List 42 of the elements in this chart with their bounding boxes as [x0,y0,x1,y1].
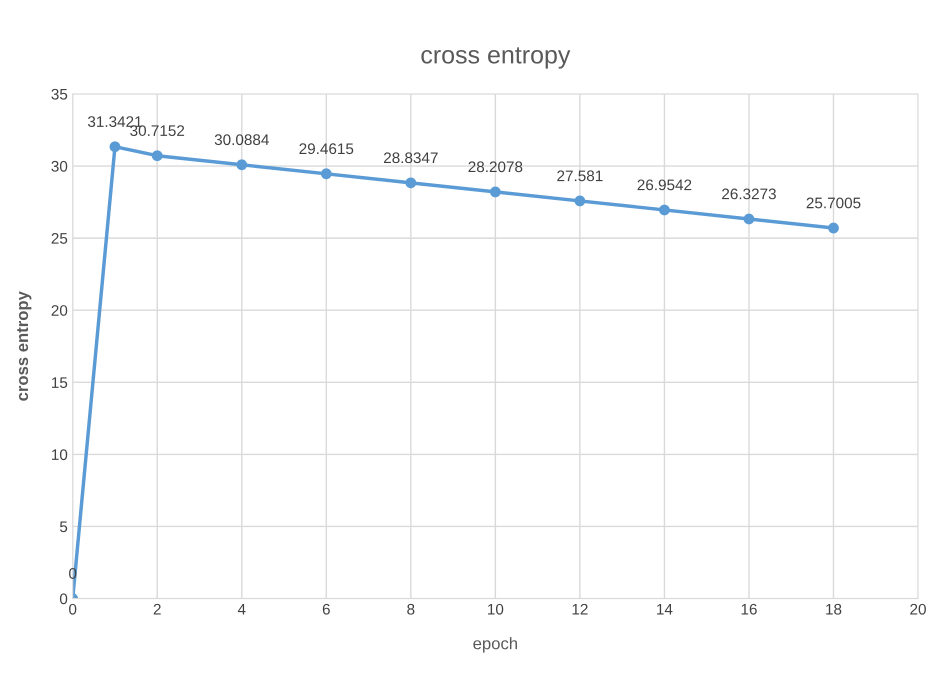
data-label: 31.3421 [88,116,142,128]
y-axis-title: cross entropy [17,291,32,401]
point [320,168,332,180]
x-tick-label: 6 [322,604,330,615]
x-tick-label: 18 [826,604,842,615]
point [828,222,839,234]
point [744,214,754,224]
x-tick-label: 8 [407,604,414,615]
data-label: 30.7152 [130,125,184,136]
point [152,150,163,162]
y-tick-label: 20 [52,305,68,316]
y-tick-label: 35 [51,88,68,100]
y-tick-label: 25 [52,233,68,244]
data-label: 29.4615 [299,143,354,154]
x-tick-label: 12 [572,604,588,614]
y-tick-label: 5 [60,522,68,532]
point [574,196,586,206]
x-tick-label: 0 [69,604,76,615]
x-axis-title: epoch [473,637,517,653]
x-tick-label: 4 [238,604,246,614]
chart-title: cross entropy [421,47,570,69]
y-tick-label: 15 [52,377,68,388]
point [405,177,416,188]
data-label: 26.3273 [722,188,776,200]
point [110,141,120,152]
y-tick-label: 10 [52,449,68,460]
y-tick-label: 0 [60,593,68,604]
point [659,204,670,216]
point [490,186,501,198]
data-label: 28.8347 [384,152,438,164]
data-label: 27.581 [557,170,603,182]
data-label: 26.9542 [638,179,692,190]
y-tick-label: 30 [51,160,68,172]
data-label: 25.7005 [806,198,860,208]
data-label: 30.0884 [214,134,269,146]
point [236,159,248,170]
data-label: 28.2078 [468,161,522,172]
x-tick-label: 2 [154,604,161,614]
x-tick-label: 14 [657,604,672,614]
x-tick-label: 10 [488,604,504,615]
x-tick-label: 20 [910,604,926,615]
x-tick-label: 16 [742,604,757,615]
